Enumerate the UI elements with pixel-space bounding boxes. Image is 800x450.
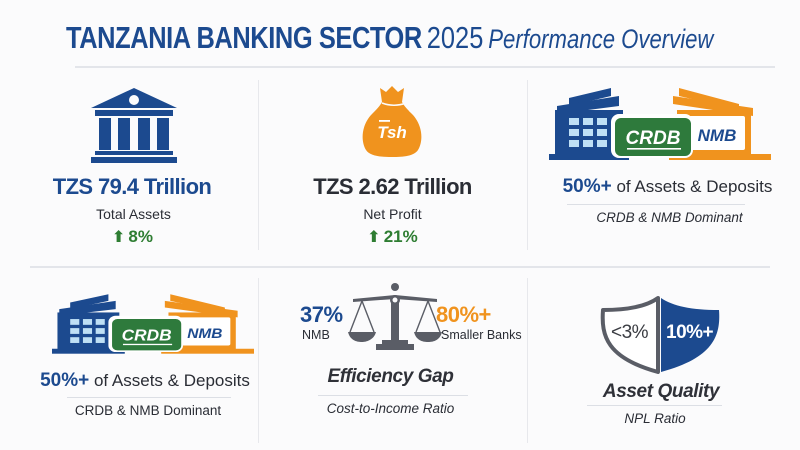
market-share-text: 50%+ of Assets & Deposits <box>0 370 290 392</box>
growth-value: 21% <box>383 227 418 246</box>
shield-icon <box>600 296 720 374</box>
market-share-pct: 50%+ <box>40 370 90 391</box>
bank-buildings-icon: NMB CRDB <box>52 294 254 354</box>
bank-building-icon <box>91 88 177 163</box>
growth-value: 8% <box>128 227 153 246</box>
net-profit-growth: ⬆ 21% <box>258 227 527 247</box>
market-share-sub: CRDB & NMB Dominant <box>74 403 222 418</box>
total-assets-value: TZS 79.4 Trillion <box>52 174 212 199</box>
svg-text:NMB: NMB <box>698 126 737 145</box>
title-year: 2025 <box>426 20 484 55</box>
asset-quality-heading: Asset Quality <box>602 381 720 402</box>
page-title: TANZANIA BANKING SECTOR 2025 Performance O… <box>66 20 713 56</box>
nmb-ratio-value: 37% <box>300 302 343 327</box>
smaller-banks-ratio-value: 80%+ <box>436 302 491 327</box>
title-main: TANZANIA BANKING SECTOR <box>66 20 422 55</box>
card-net-profit: Tsh TZS 2.62 Trillion Net Profit ⬆ 21% <box>258 70 527 260</box>
market-share-desc: of Assets & Deposits <box>89 371 250 390</box>
svg-text:Tsh: Tsh <box>377 123 407 142</box>
svg-text:CRDB: CRDB <box>626 128 681 149</box>
bank-buildings-icon: NMB CRDB <box>549 88 771 160</box>
up-arrow-icon: ⬆ <box>367 229 381 246</box>
svg-text:CRDB: CRDB <box>122 327 172 344</box>
market-share-pct: 50%+ <box>562 176 612 197</box>
asset-quality-sub: NPL Ratio <box>624 411 686 426</box>
npl-low-value: <3% <box>611 322 649 343</box>
row-divider <box>30 266 770 268</box>
npl-high-value: 10%+ <box>666 322 714 343</box>
market-share-desc: of Assets & Deposits <box>611 177 773 196</box>
svg-text:NMB: NMB <box>187 327 223 342</box>
card-total-assets: TZS 79.4 Trillion Total Assets ⬆ 8% <box>0 70 258 260</box>
card-market-share-bottom: NMB CRDB 50%+ of Assets & Deposits CRDB … <box>0 270 258 450</box>
market-share-text: 50%+ of Assets & Deposits <box>527 176 800 198</box>
divider <box>587 405 722 406</box>
divider <box>567 204 745 205</box>
up-arrow-icon: ⬆ <box>112 229 126 246</box>
market-share-sub: CRDB & NMB Dominant <box>596 210 743 225</box>
net-profit-value: TZS 2.62 Trillion <box>313 174 472 199</box>
efficiency-heading: Efficiency Gap <box>327 366 454 387</box>
header-divider <box>75 66 775 68</box>
column-divider <box>527 80 528 250</box>
total-assets-growth: ⬆ 8% <box>0 227 265 247</box>
column-divider <box>258 80 259 250</box>
card-market-share-top: NMB CRDB 50%+ of Assets & Deposits CRDB … <box>527 70 800 260</box>
total-assets-label: Total Assets <box>96 206 171 222</box>
smaller-banks-ratio-label: Smaller Banks <box>441 328 522 342</box>
title-subtitle: Performance Overview <box>488 24 714 54</box>
column-divider <box>527 278 528 443</box>
divider <box>318 395 468 396</box>
efficiency-sub: Cost-to-Income Ratio <box>326 401 455 416</box>
card-asset-quality: <3% 10%+ Asset Quality NPL Ratio <box>527 270 800 450</box>
money-bag-icon: Tsh <box>362 86 422 157</box>
nmb-ratio-label: NMB <box>302 328 330 342</box>
card-efficiency: 37% NMB 80%+ Smaller Banks Efficiency Ga… <box>258 270 527 450</box>
divider <box>67 397 231 398</box>
balance-scale-icon <box>348 283 442 350</box>
net-profit-label: Net Profit <box>363 206 422 222</box>
column-divider <box>258 278 259 443</box>
